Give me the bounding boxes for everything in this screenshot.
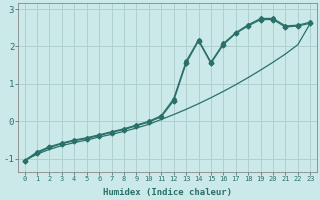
X-axis label: Humidex (Indice chaleur): Humidex (Indice chaleur)	[103, 188, 232, 197]
